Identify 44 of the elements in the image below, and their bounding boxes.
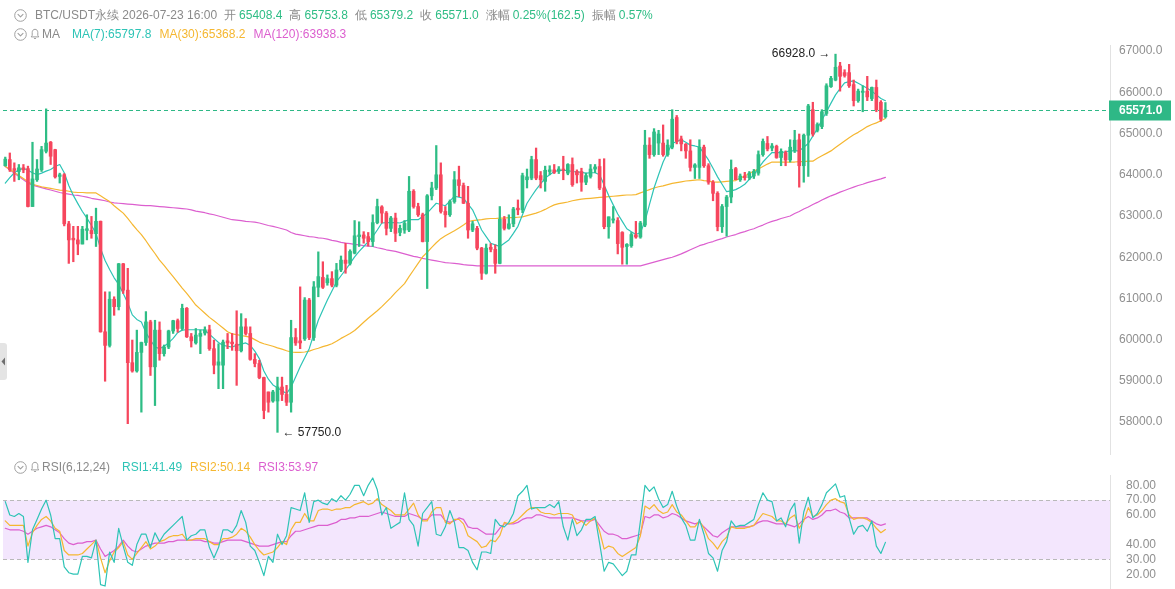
y-tick-label: 66000.0 [1119, 84, 1163, 99]
legend-title: RSI(6,12,24) [42, 459, 111, 475]
y-tick-label: 60.00 [1126, 507, 1157, 522]
y-tick-label: 80.00 [1126, 477, 1157, 492]
y-tick-label: 58000.0 [1119, 414, 1163, 429]
candlestick [330, 271, 334, 288]
y-tick-label: 70.00 [1126, 492, 1157, 507]
y-tick-label: 60000.0 [1119, 331, 1163, 346]
y-tick-label: 59000.0 [1119, 373, 1163, 388]
text: MA(120):63938.3 [253, 26, 347, 42]
y-tick-label: 63000.0 [1119, 208, 1163, 223]
annotation: ← 57750.0 [282, 424, 342, 439]
candlestick [838, 61, 842, 92]
y-tick-label: 62000.0 [1119, 249, 1163, 264]
candlestick [289, 319, 293, 413]
y-tick-label: 64000.0 [1119, 167, 1163, 182]
y-tick-label: 30.00 [1126, 551, 1157, 566]
text: MA(30):65368.2 [159, 26, 246, 42]
candlestick [652, 128, 656, 157]
y-tick-label: 20.00 [1126, 566, 1157, 581]
y-tick-label: 67000.0 [1119, 43, 1163, 58]
text: RSI1:41.49 [122, 459, 183, 475]
text: 开 65408.4 高 65753.8 低 65379.2 收 65571.0 涨幅 0.25%(162.5) 振幅 0.57% [224, 8, 653, 22]
ref-line-label: 65571.0 [1119, 103, 1163, 118]
y-tick-label: 61000.0 [1119, 290, 1163, 305]
y-tick-label: 40.00 [1126, 536, 1157, 551]
y-tick-label: 65000.0 [1119, 125, 1163, 140]
annotation: 66928.0 → [771, 46, 831, 61]
candlestick [85, 214, 89, 241]
text: RSI3:53.97 [258, 459, 319, 475]
candlestick [516, 199, 520, 216]
candlestick [389, 216, 393, 232]
candlestick [271, 389, 275, 403]
candlestick [94, 207, 98, 247]
text: RSI2:50.14 [190, 459, 251, 475]
candlestick [153, 319, 157, 406]
candlestick [779, 148, 783, 167]
candlestick [398, 224, 402, 237]
candlestick [466, 186, 470, 239]
legend-title: MA [42, 26, 60, 42]
text: MA(7):65797.8 [72, 26, 152, 42]
candlestick [407, 176, 411, 232]
candlestick [221, 339, 225, 389]
chart-title: BTC/USDT永续 2026-07-23 16:00 [35, 7, 218, 23]
